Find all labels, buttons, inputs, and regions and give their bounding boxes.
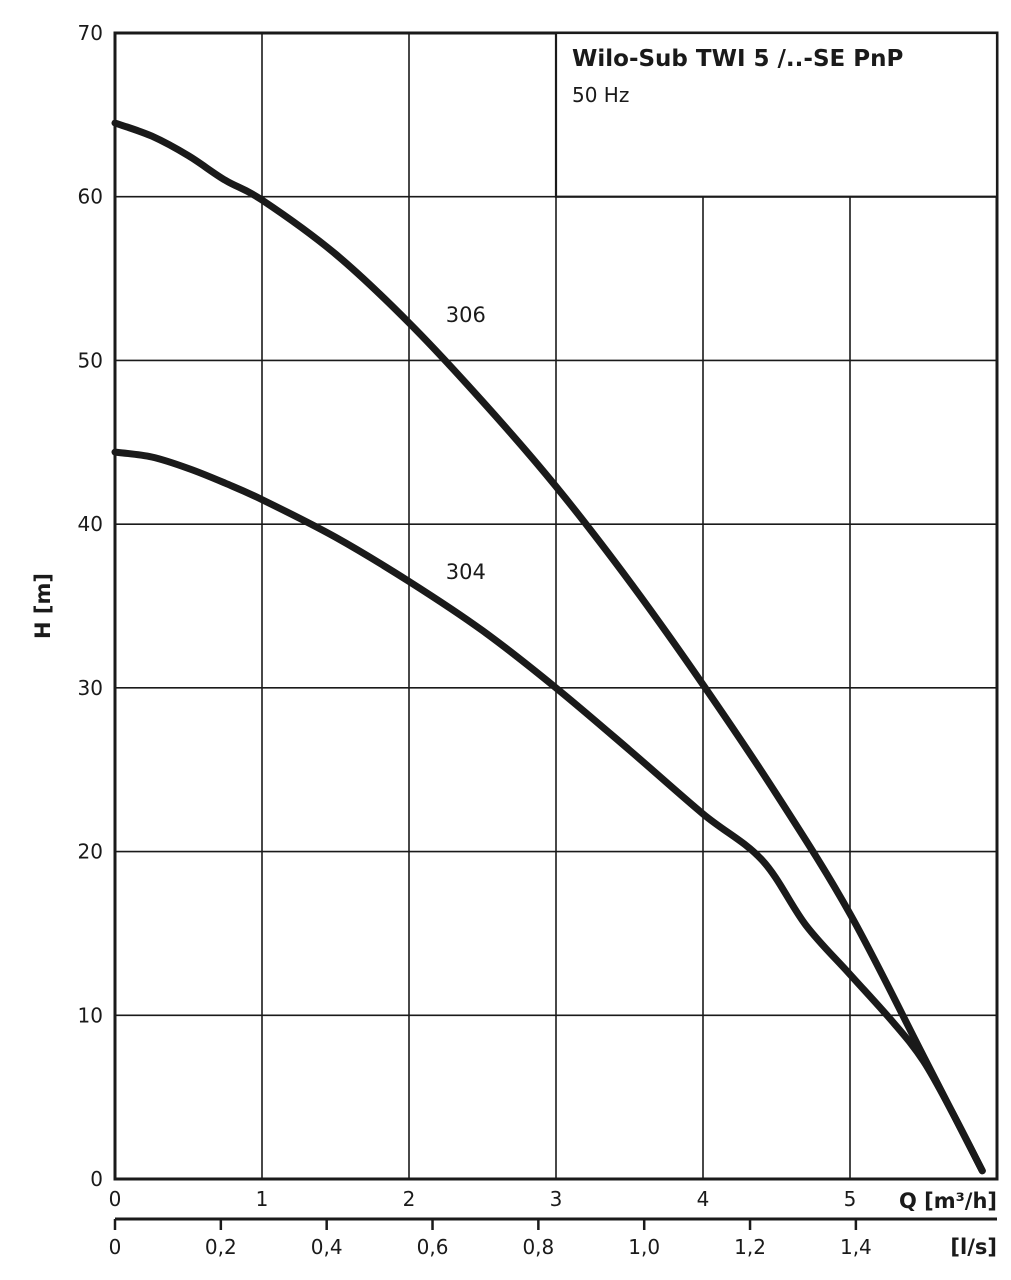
chart-subtitle: 50 Hz [572,83,629,107]
y-tick-label-5: 50 [78,348,103,372]
y-axis-label: H [m] [31,573,55,639]
secondary-x-axis: 0 0,2 0,4 0,6 0,8 1,0 1,2 1,4 [109,1217,997,1259]
secondary-tick-label-1: 0,2 [205,1235,237,1259]
x-tick-label-0: 0 [109,1187,122,1211]
series-line-306 [111,119,986,1175]
y-tick-label-6: 60 [78,185,103,209]
grid [115,33,997,1179]
x-tick-label-4: 4 [697,1187,710,1211]
series-label-304: 304 [446,560,486,584]
x-tick-label-1: 1 [256,1187,269,1211]
tick-labels: 0 10 20 30 40 50 60 70 0 1 2 3 4 5 [78,21,857,1211]
secondary-tick-label-5: 1,0 [628,1235,660,1259]
y-tick-label-2: 20 [78,840,103,864]
y-tick-label-4: 40 [78,512,103,536]
secondary-tick-label-2: 0,4 [311,1235,343,1259]
x-tick-label-3: 3 [550,1187,563,1211]
secondary-x-axis-label: [l/s] [950,1235,997,1259]
chart-title: Wilo-Sub TWI 5 /..-SE PnP [572,46,903,72]
secondary-tick-label-0: 0 [109,1235,122,1259]
title-box-border [554,31,999,198]
secondary-tick-label-7: 1,4 [840,1235,872,1259]
secondary-tick-label-6: 1,2 [734,1235,766,1259]
y-tick-label-0: 0 [90,1167,103,1191]
x-tick-label-5: 5 [844,1187,857,1211]
y-tick-label-1: 10 [78,1003,103,1027]
y-tick-label-3: 30 [78,676,103,700]
x-tick-label-2: 2 [403,1187,416,1211]
curves: 306 304 [111,119,986,1175]
secondary-tick-label-3: 0,6 [417,1235,449,1259]
x-axis-label: Q [m³/h] [899,1189,997,1213]
y-tick-label-7: 70 [78,21,103,45]
series-line-304 [111,448,986,1175]
title-box: Wilo-Sub TWI 5 /..-SE PnP 50 Hz [554,31,999,198]
secondary-tick-label-4: 0,8 [522,1235,554,1259]
series-label-306: 306 [446,303,486,327]
